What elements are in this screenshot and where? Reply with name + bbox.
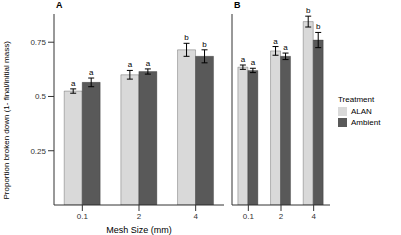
svg-text:b: b xyxy=(184,33,189,42)
html-text:ALAN: ALAN xyxy=(351,107,372,116)
html-text:Ambient: Ambient xyxy=(351,118,381,127)
html-text:Treatment: Treatment xyxy=(338,95,375,104)
svg-text:a: a xyxy=(71,79,76,88)
svg-text:2: 2 xyxy=(279,212,284,221)
svg-text:Mesh Size (mm): Mesh Size (mm) xyxy=(106,225,172,235)
svg-text:b: b xyxy=(306,6,311,15)
svg-text:4: 4 xyxy=(193,212,198,221)
svg-text:a: a xyxy=(241,55,246,64)
svg-text:4: 4 xyxy=(311,212,316,221)
svg-text:Proportion broken down (1- fin: Proportion broken down (1- final/initial… xyxy=(8,41,11,200)
svg-text:b: b xyxy=(316,22,321,31)
svg-text:a: a xyxy=(251,58,256,67)
html-text:A: A xyxy=(56,0,63,10)
svg-text:b: b xyxy=(202,40,207,49)
svg-text:0.25: 0.25 xyxy=(30,147,46,156)
html-text:B: B xyxy=(234,0,241,10)
svg-text:a: a xyxy=(128,60,133,69)
svg-text:0.75: 0.75 xyxy=(30,38,46,47)
svg-text:0.1: 0.1 xyxy=(243,212,255,221)
svg-text:a: a xyxy=(146,59,151,68)
svg-text:0.5: 0.5 xyxy=(35,92,47,101)
svg-text:a: a xyxy=(283,43,288,52)
svg-text:a: a xyxy=(89,68,94,77)
svg-text:a: a xyxy=(273,37,278,46)
svg-text:2: 2 xyxy=(137,212,142,221)
svg-text:0.1: 0.1 xyxy=(77,212,89,221)
